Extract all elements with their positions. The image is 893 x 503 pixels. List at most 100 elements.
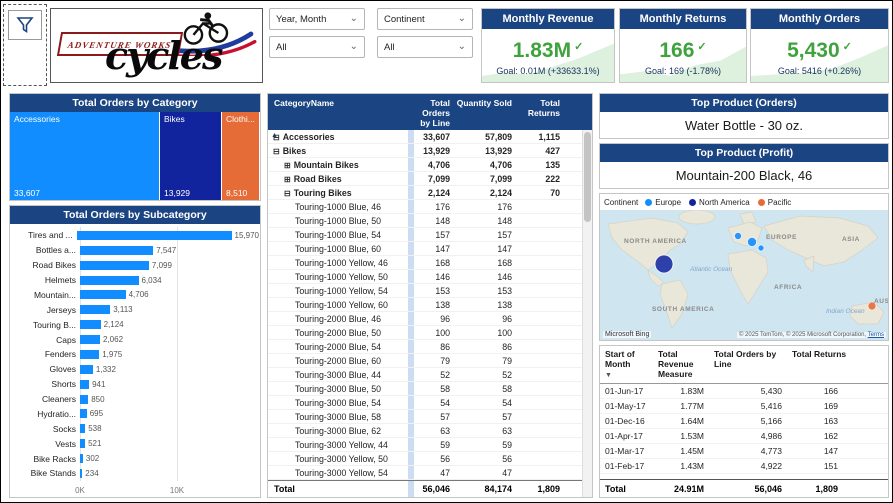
treemap-block[interactable]: Accessories 33,607 <box>10 112 160 200</box>
treemap-block[interactable]: Clothi... 8,510 <box>222 112 260 200</box>
bubble-pacific[interactable] <box>867 301 877 311</box>
scrollbar-thumb[interactable] <box>584 132 591 222</box>
matrix-row[interactable]: Touring-1000 Blue, 60 147 147 <box>268 242 582 256</box>
table-row[interactable]: 01-Dec-16 1.64M 5,166 163 <box>600 414 888 429</box>
matrix-row[interactable]: Touring-3000 Blue, 50 58 58 <box>268 382 582 396</box>
matrix-row[interactable]: Touring-1000 Blue, 54 157 157 <box>268 228 582 242</box>
matrix-row[interactable]: Touring-3000 Yellow, 44 59 59 <box>268 438 582 452</box>
expand-icon[interactable]: ⊞ <box>284 160 291 170</box>
bubble-europe[interactable] <box>757 244 765 252</box>
collapse-icon[interactable]: ⊟ <box>273 132 280 142</box>
treemap-block[interactable]: Bikes 13,929 <box>160 112 222 200</box>
map-area[interactable]: NORTH AMERICA EUROPE ASIA AFRICA SOUTH A… <box>600 209 888 340</box>
bar[interactable] <box>80 320 101 330</box>
matrix-orders-cell: 168 <box>435 257 450 268</box>
bar[interactable] <box>80 364 93 374</box>
bar[interactable] <box>80 379 90 389</box>
cell-date: 01-Apr-17 <box>605 431 643 441</box>
matrix-row[interactable]: Touring-1000 Yellow, 46 168 168 <box>268 256 582 270</box>
bar[interactable] <box>76 230 232 240</box>
matrix-row[interactable]: Touring-3000 Yellow, 50 56 56 <box>268 452 582 466</box>
matrix-row[interactable]: Touring-3000 Blue, 44 52 52 <box>268 368 582 382</box>
bar[interactable] <box>80 439 86 449</box>
map-label-south-america: SOUTH AMERICA <box>652 306 715 313</box>
bar[interactable] <box>80 245 154 255</box>
bar[interactable] <box>80 305 111 315</box>
matrix-scrollbar[interactable] <box>582 130 592 497</box>
bar[interactable] <box>80 409 87 419</box>
table-row[interactable]: 01-Mar-17 1.45M 4,773 147 <box>600 444 888 459</box>
matrix-returns-cell: 427 <box>545 145 560 156</box>
legend-title: Continent <box>604 197 639 207</box>
matrix-row[interactable]: Touring-1000 Yellow, 54 153 153 <box>268 284 582 298</box>
bubble-north-america[interactable] <box>654 254 674 274</box>
matrix-row[interactable]: ⊟ Touring Bikes 2,124 2,124 70 <box>268 186 582 200</box>
matrix-row[interactable]: ⊞ Road Bikes 7,099 7,099 222 <box>268 172 582 186</box>
matrix-col-total-orders[interactable]: Total Orders by Line <box>420 98 450 128</box>
matrix-row[interactable]: Touring-2000 Blue, 46 96 96 <box>268 312 582 326</box>
filter-selection-box <box>3 4 47 86</box>
matrix-row[interactable]: Touring-1000 Yellow, 50 146 146 <box>268 270 582 284</box>
kpi-goal: Goal: 169 (-1.78%) <box>644 66 722 76</box>
bar[interactable] <box>80 454 83 464</box>
matrix-row[interactable]: ⊟ Bikes 13,929 13,929 427 <box>268 144 582 158</box>
matrix-row[interactable]: Touring-3000 Blue, 58 57 57 <box>268 410 582 424</box>
bar[interactable] <box>80 290 126 300</box>
table-row[interactable]: 01-Jun-17 1.83M 5,430 166 <box>600 384 888 399</box>
slicer-value-dropdown[interactable]: All ⌄ <box>269 36 365 58</box>
matrix-row[interactable]: ⊟ Accessories 33,607 57,809 1,115 <box>268 130 582 144</box>
matrix-row[interactable]: Touring-1000 Blue, 46 176 176 <box>268 200 582 214</box>
table-row[interactable]: 01-Feb-17 1.43M 4,922 151 <box>600 459 888 474</box>
matrix-col-total-returns[interactable]: Total Returns <box>527 98 560 118</box>
bar[interactable] <box>80 394 89 404</box>
bar[interactable] <box>80 349 100 359</box>
expand-icon[interactable]: ⊞ <box>284 174 291 184</box>
matrix-orders-cell: 2,124 <box>427 187 450 198</box>
bar-rows: Tires and ... 15,970 Bottles a... 7,547 Road… <box>10 228 259 481</box>
matrix-band <box>408 284 414 297</box>
table-col-revenue[interactable]: Total Revenue Measure <box>658 349 694 379</box>
collapse-icon[interactable]: ⊟ <box>284 188 291 198</box>
table-row[interactable]: 01-May-17 1.77M 5,416 169 <box>600 399 888 414</box>
filter-button[interactable] <box>8 10 42 40</box>
bubble-europe[interactable] <box>747 237 757 247</box>
legend-item[interactable]: Pacific <box>757 198 791 207</box>
table-row[interactable]: 01-Apr-17 1.53M 4,986 162 <box>600 429 888 444</box>
matrix-col-categoryname[interactable]: CategoryName <box>274 98 334 108</box>
bar[interactable] <box>80 335 100 345</box>
matrix-row[interactable]: Touring-3000 Yellow, 54 47 47 <box>268 466 582 480</box>
slicer-field-dropdown[interactable]: Continent ⌄ <box>377 8 473 30</box>
bar[interactable] <box>80 260 149 270</box>
matrix-row[interactable]: Touring-2000 Blue, 60 79 79 <box>268 354 582 368</box>
legend-item[interactable]: Europe <box>645 198 681 207</box>
slicer-field-dropdown[interactable]: Year, Month ⌄ <box>269 8 365 30</box>
matrix-row[interactable]: Touring-1000 Yellow, 60 138 138 <box>268 298 582 312</box>
bar[interactable] <box>80 424 86 434</box>
matrix-qty-cell: 2,124 <box>489 187 512 198</box>
table-body: 01-Jun-17 1.83M 5,430 166 01-May-17 1.77M 5,41… <box>600 384 888 479</box>
sort-ascending-icon[interactable]: ▲ <box>271 132 278 139</box>
matrix-row[interactable]: Touring-2000 Blue, 54 86 86 <box>268 340 582 354</box>
cell-value: 162 <box>823 431 838 441</box>
table-col-orders[interactable]: Total Orders by Line <box>714 349 777 369</box>
matrix-row[interactable]: Touring-2000 Blue, 50 100 100 <box>268 326 582 340</box>
legend-item[interactable]: North America <box>689 198 750 207</box>
terms-link[interactable]: Terms <box>867 332 884 338</box>
table-col-returns[interactable]: Total Returns <box>792 349 847 359</box>
bubble-europe[interactable] <box>734 232 742 240</box>
bar[interactable] <box>80 468 83 478</box>
matrix-row[interactable]: ⊞ Mountain Bikes 4,706 4,706 135 <box>268 158 582 172</box>
matrix-visual: CategoryName Total Orders by Line Quanti… <box>267 93 593 498</box>
table-col-start-of-month[interactable]: Start of Month ▼ <box>600 349 658 381</box>
matrix-col-quantity-sold[interactable]: Quantity Sold <box>456 98 512 108</box>
bar-value-label: 7,547 <box>156 245 177 255</box>
collapse-icon[interactable]: ⊟ <box>273 146 280 156</box>
slicer-value-dropdown[interactable]: All ⌄ <box>377 36 473 58</box>
matrix-row[interactable]: Touring-3000 Blue, 62 63 63 <box>268 424 582 438</box>
bar[interactable] <box>80 275 139 285</box>
treemap-value: 33,607 <box>14 188 40 198</box>
matrix-row[interactable]: Touring-1000 Blue, 50 148 148 <box>268 214 582 228</box>
kpi-value: 166 <box>659 39 695 62</box>
matrix-qty-cell: 153 <box>497 285 512 296</box>
matrix-row[interactable]: Touring-3000 Blue, 54 54 54 <box>268 396 582 410</box>
